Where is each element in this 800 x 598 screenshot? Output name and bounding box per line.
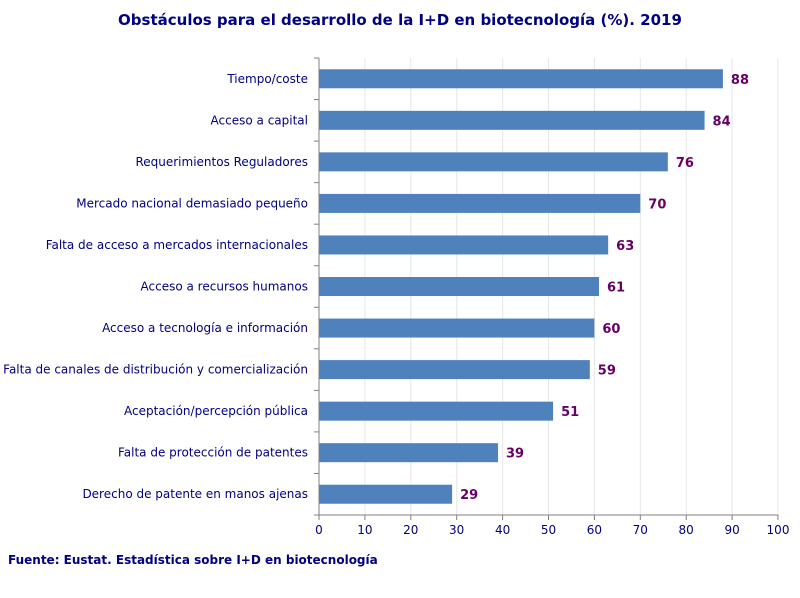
bar	[319, 360, 590, 380]
chart-source: Fuente: Eustat. Estadística sobre I+D en…	[8, 553, 378, 567]
bar	[319, 401, 554, 421]
bar	[319, 318, 595, 338]
data-label: 39	[506, 447, 524, 462]
x-tick-label: 60	[587, 523, 602, 537]
x-tick-label: 100	[767, 523, 790, 537]
category-label: Acceso a capital	[211, 113, 308, 127]
category-label: Aceptación/percepción pública	[124, 404, 308, 418]
category-label: Tiempo/coste	[226, 72, 308, 86]
data-label: 84	[713, 114, 731, 129]
x-tick-label: 70	[633, 523, 648, 537]
x-tick-label: 20	[403, 523, 418, 537]
x-tick-label: 50	[541, 523, 556, 537]
bar	[319, 110, 705, 130]
category-label: Falta de protección de patentes	[118, 446, 308, 460]
data-label: 61	[607, 281, 625, 296]
data-label: 63	[616, 239, 634, 254]
bar	[319, 152, 668, 172]
category-label: Falta de canales de distribución y comer…	[3, 363, 308, 377]
bar	[319, 277, 599, 296]
category-label: Derecho de patente en manos ajenas	[82, 487, 308, 501]
bar	[319, 69, 723, 89]
data-label: 76	[676, 156, 694, 171]
x-tick-label: 10	[357, 523, 372, 537]
category-label: Falta de acceso a mercados internacional…	[46, 238, 308, 252]
category-label: Mercado nacional demasiado pequeño	[76, 196, 308, 210]
x-tick-label: 30	[449, 523, 464, 537]
x-tick-label: 0	[315, 523, 323, 537]
chart-title: Obstáculos para el desarrollo de la I+D …	[118, 11, 682, 29]
labels: Tiempo/coste 88 Acceso a capital 84 Requerim…	[3, 72, 749, 503]
category-label: Acceso a recursos humanos	[141, 280, 308, 294]
bars	[319, 69, 723, 504]
data-label: 59	[598, 364, 616, 379]
data-label: 70	[648, 197, 666, 212]
category-label: Requerimientos Reguladores	[135, 155, 308, 169]
data-label: 60	[602, 322, 620, 337]
bar	[319, 235, 609, 255]
data-label: 51	[561, 405, 579, 420]
bar	[319, 443, 499, 463]
x-tick-label: 90	[724, 523, 739, 537]
data-label: 29	[460, 488, 478, 503]
data-label: 88	[731, 73, 749, 88]
axes: 0 10 20 30 40 50 60 70 80 90 100	[314, 57, 790, 537]
bar	[319, 484, 453, 504]
x-tick-label: 80	[679, 523, 694, 537]
x-tick-label: 40	[495, 523, 510, 537]
bar	[319, 193, 641, 213]
category-label: Acceso a tecnología e información	[102, 321, 308, 335]
